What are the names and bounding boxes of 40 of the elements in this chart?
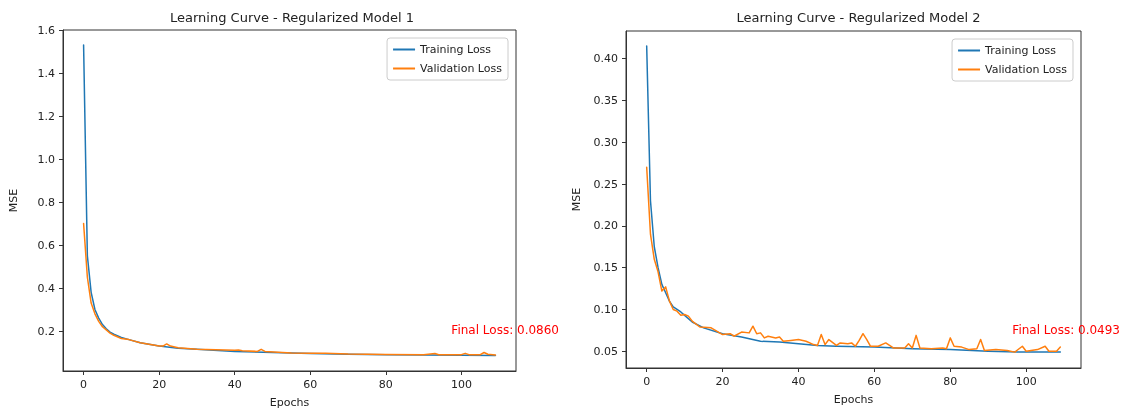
chart-title: Learning Curve - Regularized Model 2: [736, 10, 981, 25]
x-tick-label: 80: [378, 378, 393, 391]
y-tick-label: 0.30: [593, 135, 618, 149]
x-tick-label: 20: [715, 375, 730, 388]
legend-label: Validation Loss: [985, 63, 1068, 76]
x-tick-label: 60: [303, 378, 318, 391]
y-tick-label: 0.6: [37, 238, 55, 252]
y-tick-label: 0.10: [593, 302, 618, 316]
y-tick-label: 0.25: [593, 177, 618, 191]
annotation: Final Loss: 0.0860: [451, 323, 559, 337]
x-tick-label: 80: [943, 375, 958, 388]
y-tick-label: 0.8: [37, 195, 55, 209]
y-tick-label: 0.15: [593, 261, 618, 275]
legend-label: Training Loss: [984, 44, 1057, 57]
y-axis-title: MSE: [7, 188, 20, 213]
legend-label: Training Loss: [419, 43, 492, 56]
x-tick-label: 40: [227, 378, 242, 391]
x-tick-label: 100: [450, 378, 472, 391]
annotation: Final Loss: 0.0493: [1012, 323, 1120, 337]
y-tick-label: 0.40: [593, 52, 618, 66]
y-tick-label: 0.35: [593, 93, 618, 107]
y-tick-label: 1.0: [37, 152, 55, 166]
x-tick-label: 0: [80, 378, 88, 391]
x-tick-label: 0: [643, 375, 651, 388]
y-tick-label: 0.20: [593, 219, 618, 233]
x-tick-label: 60: [867, 375, 882, 388]
y-tick-label: 1.4: [37, 66, 55, 80]
y-tick-label: 0.05: [593, 344, 618, 358]
y-tick-label: 0.4: [37, 281, 55, 295]
x-tick-label: 100: [1015, 375, 1037, 388]
y-axis-title: MSE: [570, 187, 583, 212]
chart-title: Learning Curve - Regularized Model 1: [170, 10, 414, 25]
x-tick-label: 20: [152, 378, 167, 391]
y-tick-label: 1.6: [37, 23, 55, 37]
y-tick-label: 0.2: [37, 324, 55, 338]
x-axis-title: Epochs: [269, 396, 310, 409]
legend-label: Validation Loss: [420, 62, 503, 75]
x-tick-label: 40: [791, 375, 806, 388]
x-axis-title: Epochs: [833, 393, 874, 406]
y-tick-label: 1.2: [37, 109, 55, 123]
